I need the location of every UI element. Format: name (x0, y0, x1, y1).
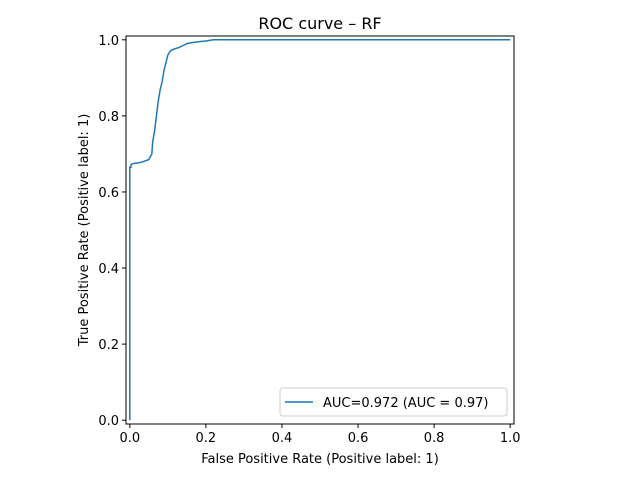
x-tick-label: 0.2 (196, 431, 217, 446)
y-tick-label: 0.0 (98, 414, 119, 429)
x-axis-ticks: 0.0 0.2 0.4 0.6 0.8 1.0 (119, 424, 521, 446)
x-tick-label: 0.6 (348, 431, 369, 446)
x-tick-label: 0.4 (272, 431, 293, 446)
roc-curve-line (129, 39, 511, 421)
x-tick-label: 0.0 (119, 431, 140, 446)
chart-title: ROC curve – RF (258, 14, 381, 33)
plot-area (125, 35, 515, 425)
y-tick-label: 0.2 (98, 338, 119, 353)
y-axis-label: True Positive Rate (Positive label: 1) (77, 114, 92, 348)
y-tick-label: 0.4 (98, 262, 119, 277)
legend: AUC=0.972 (AUC = 0.97) (279, 387, 508, 417)
y-tick-label: 0.6 (98, 186, 119, 201)
x-tick-label: 1.0 (500, 431, 521, 446)
y-tick-label: 0.8 (98, 110, 119, 125)
plot-frame (125, 35, 515, 425)
x-tick-label: 0.8 (424, 431, 445, 446)
y-tick-label: 1.0 (98, 34, 119, 49)
legend-box (279, 387, 508, 417)
legend-label: AUC=0.972 (AUC = 0.97) (323, 396, 488, 411)
x-axis-label: False Positive Rate (Positive label: 1) (201, 452, 439, 467)
y-axis-ticks: 0.0 0.2 0.4 0.6 0.8 1.0 (98, 34, 126, 429)
